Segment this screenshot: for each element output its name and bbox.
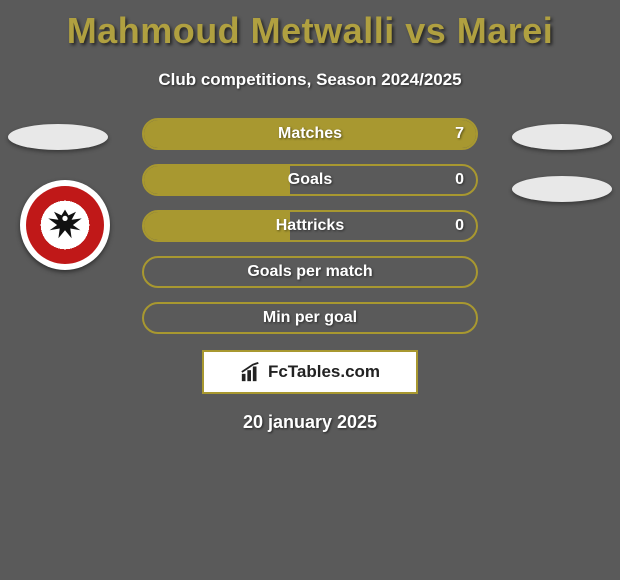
player-right-placeholder-1 xyxy=(512,124,612,150)
player-right-placeholder-2 xyxy=(512,176,612,202)
brand-box[interactable]: FcTables.com xyxy=(202,350,418,394)
eagle-icon xyxy=(43,203,87,247)
stat-fill xyxy=(144,212,290,240)
player-left-placeholder xyxy=(8,124,108,150)
brand-label: FcTables.com xyxy=(268,362,380,382)
stat-value-right: 0 xyxy=(443,217,476,235)
stat-label: Min per goal xyxy=(263,309,357,327)
subtitle: Club competitions, Season 2024/2025 xyxy=(0,70,620,90)
page-title: Mahmoud Metwalli vs Marei xyxy=(0,0,620,52)
bar-chart-icon xyxy=(240,361,262,383)
date-label: 20 january 2025 xyxy=(0,412,620,433)
stat-value-right: 0 xyxy=(443,171,476,189)
stat-row-hattricks: Hattricks 0 xyxy=(142,210,478,242)
stat-label: Goals xyxy=(288,171,332,189)
club-badge xyxy=(20,180,110,270)
club-badge-inner xyxy=(26,186,104,264)
stat-row-goals: Goals 0 xyxy=(142,164,478,196)
stat-row-goals-per-match: Goals per match xyxy=(142,256,478,288)
stat-label: Hattricks xyxy=(276,217,344,235)
stat-row-min-per-goal: Min per goal xyxy=(142,302,478,334)
stat-fill xyxy=(144,166,290,194)
stat-value-right: 7 xyxy=(443,125,476,143)
stat-label: Goals per match xyxy=(247,263,372,281)
stat-label: Matches xyxy=(278,125,342,143)
stat-row-matches: Matches 7 xyxy=(142,118,478,150)
